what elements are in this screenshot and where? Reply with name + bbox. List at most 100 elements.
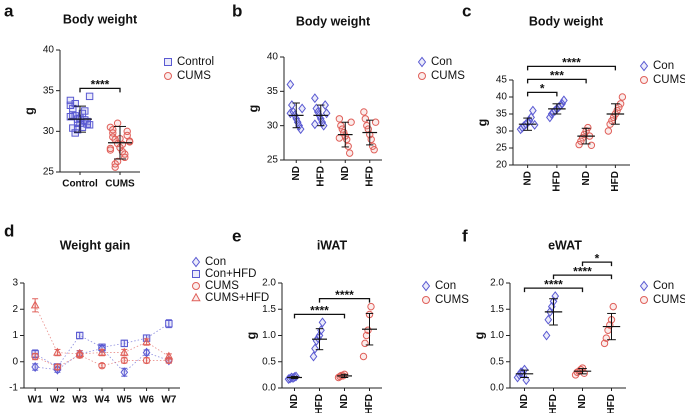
significance-label: *** <box>550 69 564 83</box>
marker <box>522 375 531 386</box>
legend-label: Con <box>205 256 226 268</box>
y-tick-label: 20 <box>496 160 508 171</box>
marker <box>120 367 129 378</box>
panel-letter: c <box>462 1 471 20</box>
x-tick-label: HFD <box>610 171 621 192</box>
marker <box>360 108 368 116</box>
x-tick-label: ND <box>291 166 302 180</box>
marker <box>165 319 173 328</box>
y-axis-label: g <box>244 332 258 340</box>
x-tick-label: ND <box>339 394 350 408</box>
legend-label: Control <box>177 56 214 68</box>
marker <box>417 56 427 68</box>
marker <box>142 356 151 365</box>
x-tick-label: Control <box>62 179 98 190</box>
y-tick-label: 25 <box>496 143 508 154</box>
x-tick-label: W6 <box>139 395 154 406</box>
x-tick-label: W2 <box>50 395 65 406</box>
marker <box>119 347 129 356</box>
marker <box>53 347 62 356</box>
y-tick-label: 25 <box>267 155 279 166</box>
marker <box>111 160 119 168</box>
significance-label: **** <box>335 288 354 302</box>
marker <box>113 119 122 127</box>
significance-label: * <box>540 82 545 96</box>
marker <box>322 108 331 119</box>
significance-bracket <box>523 287 584 293</box>
marker <box>335 134 344 142</box>
marker <box>30 300 40 309</box>
marker <box>191 256 201 268</box>
marker <box>164 58 172 66</box>
chart-title: Body weight <box>529 14 604 28</box>
marker <box>359 352 368 361</box>
marker <box>418 72 426 80</box>
marker <box>85 121 94 129</box>
marker <box>640 76 648 84</box>
marker <box>311 119 319 130</box>
legend-label: CUMS <box>653 294 685 306</box>
marker <box>192 282 200 290</box>
marker <box>551 291 560 302</box>
y-tick-label: 0.0 <box>262 383 276 394</box>
marker <box>560 95 568 106</box>
marker <box>517 367 525 378</box>
y-tick-label: 35 <box>43 85 55 96</box>
marker <box>311 343 319 354</box>
marker <box>164 351 174 360</box>
marker <box>66 112 75 121</box>
marker <box>371 118 380 126</box>
significance-bracket <box>318 297 371 303</box>
x-tick-label: HFD <box>314 394 325 413</box>
y-tick-label: 1.0 <box>490 330 504 341</box>
marker <box>542 330 551 341</box>
x-tick-label: ND <box>522 171 533 185</box>
marker <box>604 127 613 135</box>
significance-label: **** <box>544 277 563 291</box>
marker <box>109 126 117 134</box>
marker <box>312 103 321 114</box>
x-tick-label: W5 <box>117 395 132 406</box>
significance-bracket <box>526 65 617 71</box>
chart-title: Body weight <box>63 12 138 26</box>
legend-label: CUMS <box>653 74 685 86</box>
y-axis-label: g <box>475 119 489 127</box>
legend-label: Con <box>653 60 674 72</box>
x-tick-label: HFD <box>606 394 617 413</box>
marker <box>120 339 128 348</box>
legend-label: CUMS <box>431 70 465 82</box>
marker <box>640 296 648 304</box>
marker <box>313 106 322 117</box>
significance-label: **** <box>573 264 592 278</box>
x-tick-label: W1 <box>28 395 43 406</box>
y-tick-label: 2.0 <box>262 278 276 289</box>
significance-label: **** <box>91 78 110 92</box>
y-tick-label: 40 <box>496 92 508 103</box>
marker <box>83 120 91 128</box>
legend-label: CUMS <box>205 280 239 292</box>
chart-title: iWAT <box>317 238 348 252</box>
marker <box>31 362 39 372</box>
marker <box>191 292 201 302</box>
marker <box>609 302 617 311</box>
x-tick-label: ND <box>577 394 588 408</box>
y-tick-label: 25 <box>43 167 55 178</box>
marker <box>286 79 295 90</box>
x-tick-label: ND <box>340 166 351 180</box>
y-tick-label: 2 <box>12 304 18 315</box>
marker <box>618 93 627 101</box>
marker <box>75 348 85 357</box>
significance-label: **** <box>310 304 329 318</box>
marker <box>321 100 329 111</box>
panel-letter: b <box>232 1 242 20</box>
legend-label: CUMS <box>177 70 211 82</box>
x-tick-label: CUMS <box>105 179 135 190</box>
marker <box>76 331 84 340</box>
marker <box>318 317 327 328</box>
y-tick-label: 30 <box>496 126 508 137</box>
marker <box>81 116 89 124</box>
significance-bracket <box>526 78 587 84</box>
y-tick-label: 0.5 <box>490 356 504 367</box>
marker <box>81 107 89 115</box>
